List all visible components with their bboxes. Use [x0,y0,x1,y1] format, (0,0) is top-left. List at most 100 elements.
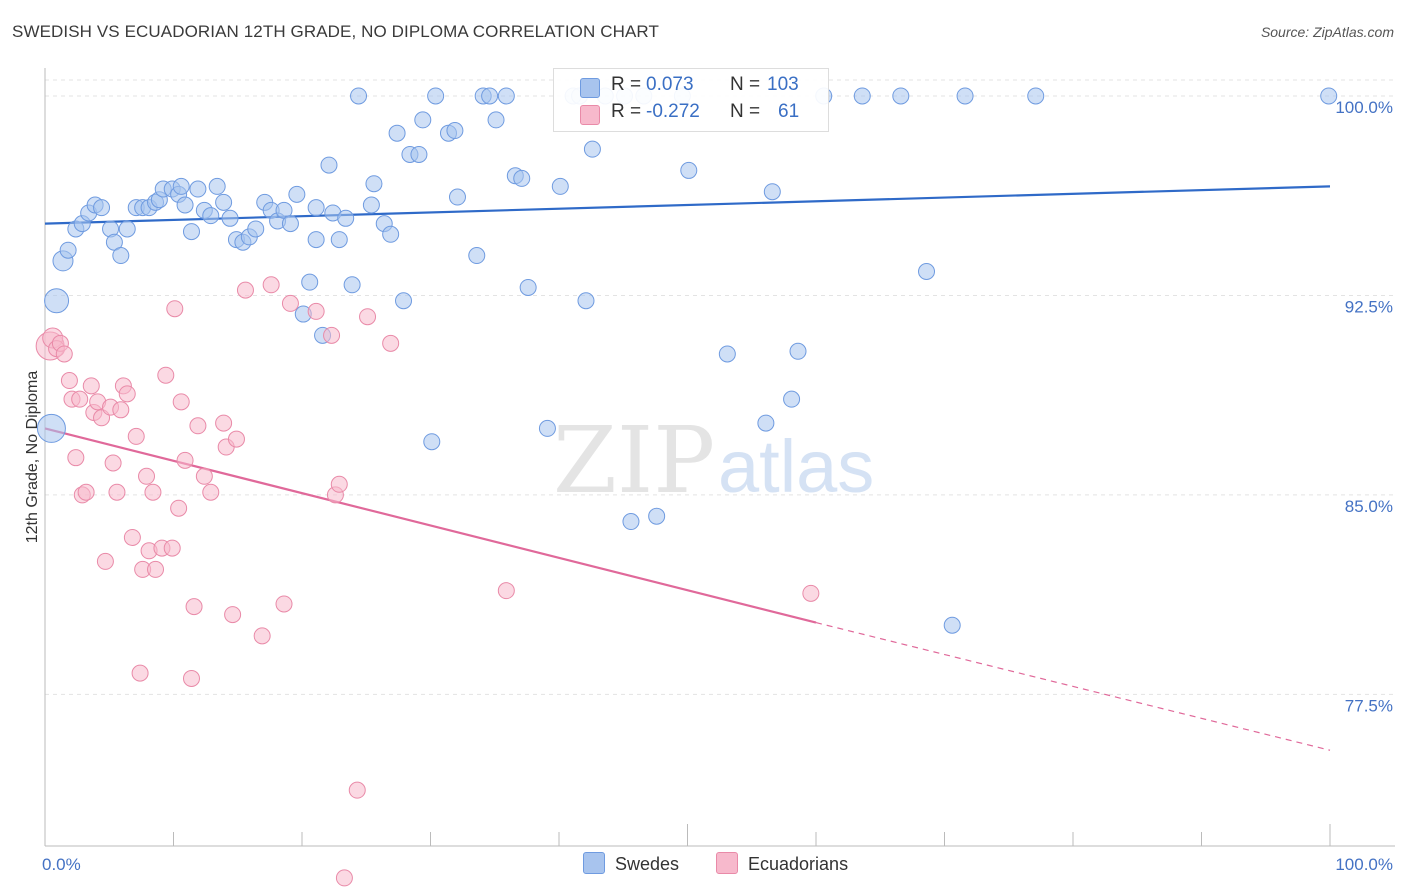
chart-title: SWEDISH VS ECUADORIAN 12TH GRADE, NO DIP… [12,22,659,41]
point-swedes [330,231,348,249]
point-swedes [497,87,515,105]
point-ecuadorians [802,584,820,602]
point-ecuadorians [195,467,213,485]
point-swedes [182,223,200,241]
point-swedes [757,414,775,432]
point-swedes [468,247,486,265]
point-ecuadorians [262,276,280,294]
point-swedes [789,342,807,360]
series-ecuadorians [35,276,820,887]
point-swedes [519,278,537,296]
point-swedes [943,616,961,634]
point-swedes [221,209,239,227]
point-swedes [288,185,306,203]
point-ecuadorians [60,372,78,390]
point-swedes [93,199,111,217]
legend-n-value-swedes: 103 [767,74,799,95]
point-ecuadorians [55,345,73,363]
legend-n-label: N = [730,74,761,95]
legend: R = 0.073 N = 103 R = -0.272 N = 61 [553,68,829,132]
point-swedes [427,87,445,105]
point-swedes [513,169,531,187]
point-swedes [44,288,70,314]
point-ecuadorians [71,390,89,408]
point-ecuadorians [138,467,156,485]
point-ecuadorians [123,528,141,546]
point-ecuadorians [215,414,233,432]
point-swedes [388,124,406,142]
trend-line-swedes [44,185,1331,225]
x-tick-label: 0.0% [42,855,81,874]
legend-r-value-ecuadorians: -0.272 [646,101,700,122]
y-tick-label: 100.0% [1335,98,1393,117]
point-swedes [1320,87,1338,105]
point-swedes [648,507,666,525]
legend-r-value-swedes: 0.073 [646,74,694,95]
watermark: ZIP atlas [553,407,874,514]
point-ecuadorians [227,430,245,448]
point-swedes [172,177,190,195]
point-swedes [783,390,801,408]
watermark-zip: ZIP [553,407,715,514]
trend-line-ecuadorians [44,427,817,624]
point-swedes [481,87,499,105]
point-ecuadorians [189,417,207,435]
point-swedes [362,196,380,214]
y-axis-label: 12th Grade, No Diploma [24,371,41,544]
point-swedes [487,111,505,129]
bottom-legend-swatch-ecuadorians [716,852,738,874]
watermark-atlas: atlas [718,425,874,508]
point-ecuadorians [224,606,242,624]
point-swedes [301,273,319,291]
point-swedes [918,263,936,280]
point-swedes [763,183,781,201]
point-swedes [365,175,383,193]
point-swedes [320,156,338,174]
point-swedes [853,87,871,105]
point-ecuadorians [236,281,254,299]
point-swedes [414,111,432,129]
point-swedes [718,345,736,363]
point-swedes [343,276,361,294]
point-swedes [189,180,207,198]
point-swedes [382,225,400,243]
point-ecuadorians [170,499,188,517]
bottom-legend-label-swedes: Swedes [615,854,680,874]
bottom-legend-swatch-swedes [583,852,605,874]
y-tick-label: 77.5% [1345,696,1393,715]
point-swedes [307,231,325,249]
point-ecuadorians [307,302,325,320]
point-swedes [622,513,640,531]
point-ecuadorians [335,869,353,887]
point-swedes [956,87,974,105]
point-swedes [350,87,368,105]
point-ecuadorians [147,560,165,578]
point-swedes [112,247,130,265]
point-swedes [892,87,910,105]
point-swedes [577,292,595,310]
legend-n-label: N = [730,101,761,122]
point-ecuadorians [96,552,114,570]
point-ecuadorians [382,334,400,352]
point-ecuadorians [348,781,366,799]
point-ecuadorians [118,385,136,403]
point-swedes [247,220,265,238]
point-ecuadorians [108,483,126,501]
point-ecuadorians [77,483,95,501]
bottom-legend-ecuadorians: Ecuadorians [716,852,848,875]
point-swedes [208,177,226,195]
point-swedes [59,241,77,259]
point-ecuadorians [163,539,181,557]
point-swedes [281,215,299,233]
y-tick-label: 85.0% [1345,497,1393,516]
y-tick-label: 92.5% [1345,297,1393,316]
legend-n-value-ecuadorians: 61 [778,101,800,122]
point-swedes [176,196,194,214]
point-ecuadorians [104,454,122,472]
point-swedes [583,140,601,158]
point-swedes [446,122,464,140]
point-ecuadorians [131,664,149,682]
point-swedes [395,292,413,310]
point-ecuadorians [497,582,515,600]
